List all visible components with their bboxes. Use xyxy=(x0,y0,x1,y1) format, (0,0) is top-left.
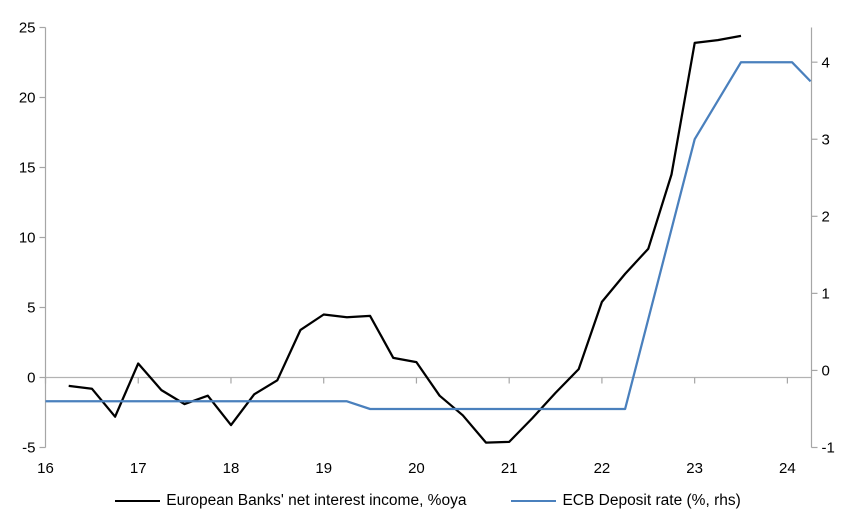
series-line-nii xyxy=(68,34,742,444)
right-axis-tick-label: 0 xyxy=(822,363,830,380)
left-axis-tick-label: 25 xyxy=(19,20,36,37)
x-axis-tick-label: 23 xyxy=(686,460,703,477)
left-axis-tick-label: 15 xyxy=(19,160,36,177)
x-axis-tick-label: 19 xyxy=(315,460,332,477)
right-axis-tick-label: 1 xyxy=(822,286,830,303)
legend-line-sample-blue xyxy=(511,499,557,503)
legend-item-ecb-rate: ECB Deposit rate (%, rhs) xyxy=(511,492,741,510)
legend-label-nii: European Banks' net interest income, %oy… xyxy=(166,492,467,509)
left-axis-tick-label: 0 xyxy=(27,370,35,387)
x-axis-tick-label: 16 xyxy=(37,460,54,477)
left-axis-tick-label: -5 xyxy=(22,440,35,457)
x-axis-tick-label: 20 xyxy=(408,460,425,477)
legend-item-nii: European Banks' net interest income, %oy… xyxy=(115,492,466,510)
right-axis-tick-label: 4 xyxy=(822,54,830,71)
x-axis-tick-label: 22 xyxy=(594,460,611,477)
left-axis-tick-label: 20 xyxy=(19,90,36,107)
right-axis-tick-label: -1 xyxy=(822,440,835,457)
legend: European Banks' net interest income, %oy… xyxy=(45,492,811,510)
right-axis-tick-label: 2 xyxy=(822,209,830,226)
left-axis-tick-label: 10 xyxy=(19,230,36,247)
left-axis-tick-label: 5 xyxy=(27,300,35,317)
x-axis-tick-label: 24 xyxy=(779,460,796,477)
x-axis-tick-label: 21 xyxy=(501,460,518,477)
x-axis-tick-label: 17 xyxy=(130,460,147,477)
right-axis-tick-label: 3 xyxy=(822,131,830,148)
legend-line-sample-black xyxy=(115,499,161,503)
x-axis-tick-label: 18 xyxy=(223,460,240,477)
series-line-ecb-deposit-rate xyxy=(45,61,812,411)
legend-label-ecb-rate: ECB Deposit rate (%, rhs) xyxy=(562,492,741,509)
